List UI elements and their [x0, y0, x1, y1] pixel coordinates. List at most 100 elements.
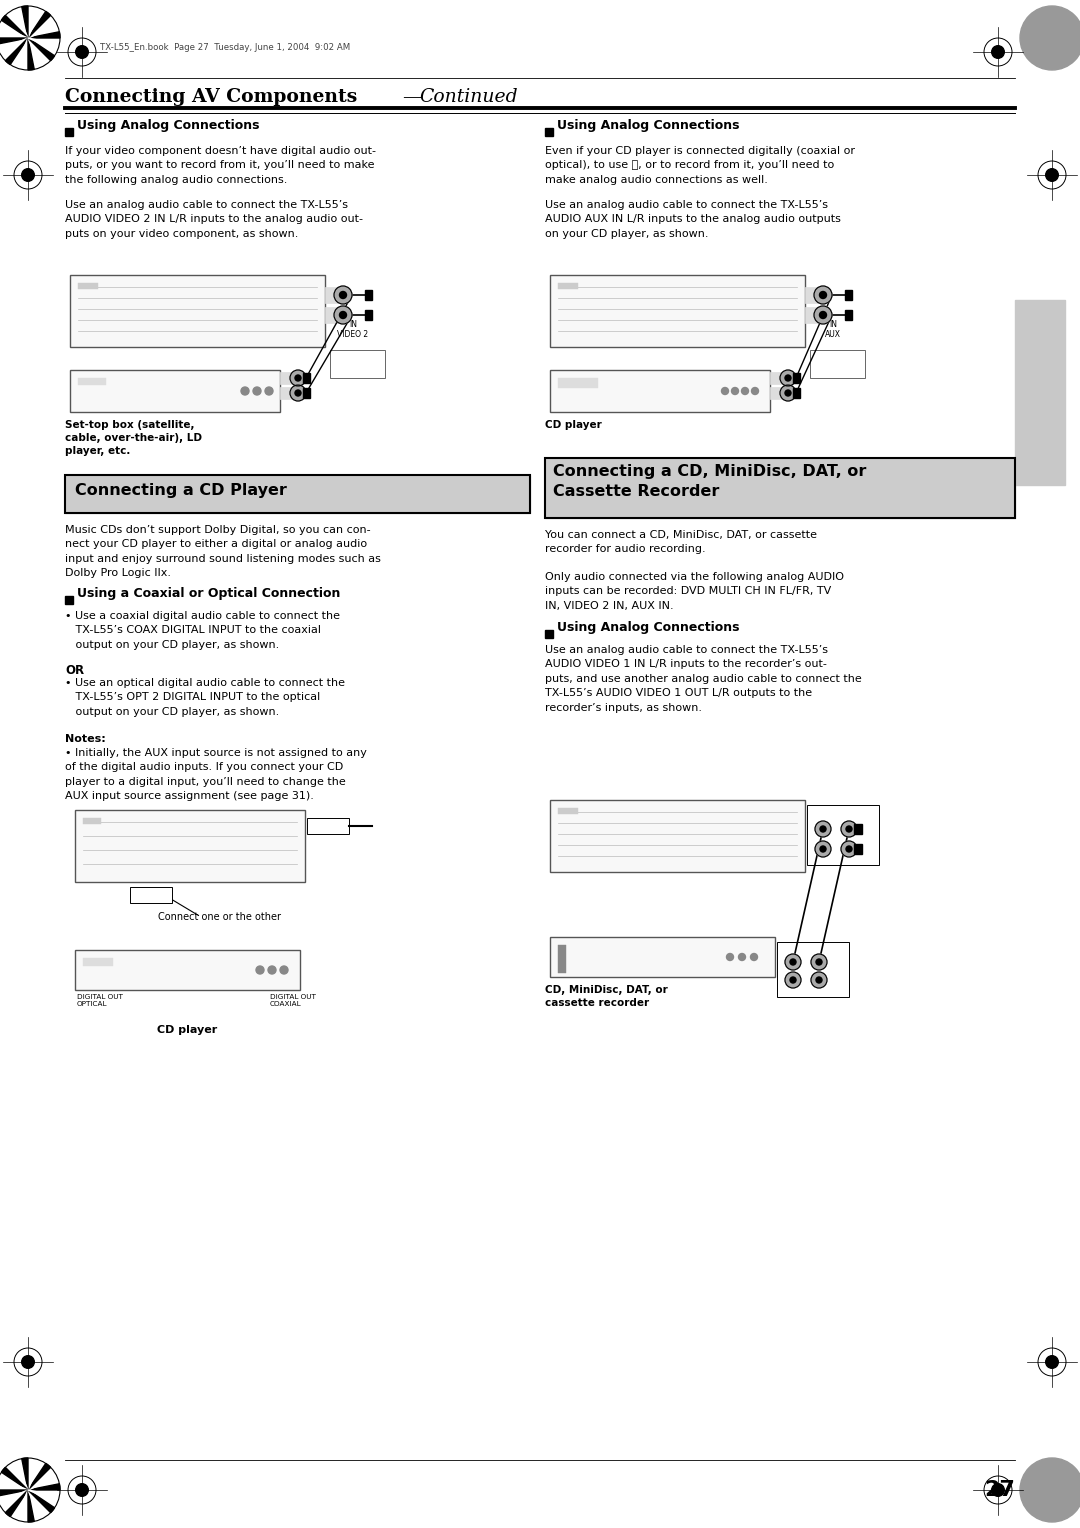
Wedge shape	[0, 1490, 28, 1496]
Circle shape	[820, 292, 826, 298]
Circle shape	[841, 840, 858, 857]
Wedge shape	[10, 9, 28, 38]
Text: Notes:: Notes:	[65, 733, 106, 744]
Bar	[83, 817, 102, 824]
Circle shape	[1045, 168, 1058, 182]
Circle shape	[22, 168, 35, 182]
Text: L: L	[807, 290, 812, 299]
Wedge shape	[28, 1471, 57, 1490]
Bar	[770, 387, 792, 399]
Circle shape	[739, 953, 745, 961]
Wedge shape	[5, 1490, 28, 1517]
Wedge shape	[0, 38, 28, 57]
Text: You can connect a CD, MiniDisc, DAT, or cassette
recorder for audio recording.: You can connect a CD, MiniDisc, DAT, or …	[545, 530, 816, 555]
Text: Music CDs don’t support Dolby Digital, so you can con-
nect your CD player to ei: Music CDs don’t support Dolby Digital, s…	[65, 526, 381, 578]
Bar	[1015, 299, 1065, 484]
Circle shape	[76, 46, 89, 58]
Text: Continued: Continued	[419, 89, 517, 105]
Text: Connect one or the other: Connect one or the other	[159, 912, 282, 921]
Bar	[307, 817, 349, 834]
Circle shape	[820, 312, 826, 318]
Circle shape	[789, 976, 796, 983]
Wedge shape	[16, 38, 28, 69]
Text: Connecting a CD Player: Connecting a CD Player	[75, 483, 287, 498]
Text: Using Analog Connections: Using Analog Connections	[557, 119, 740, 131]
Text: Cassette Recorder: Cassette Recorder	[553, 484, 719, 500]
Bar	[810, 350, 865, 377]
Text: —: —	[402, 89, 421, 105]
Wedge shape	[22, 1458, 28, 1490]
Bar	[807, 805, 879, 865]
Wedge shape	[28, 6, 40, 38]
Wedge shape	[28, 38, 35, 70]
Circle shape	[334, 286, 352, 304]
Wedge shape	[28, 38, 59, 50]
Text: Using a Coaxial or Optical Connection: Using a Coaxial or Optical Connection	[77, 587, 340, 601]
Circle shape	[731, 388, 739, 394]
Circle shape	[291, 385, 306, 400]
Circle shape	[820, 847, 826, 853]
Text: Even if your CD player is connected digitally (coaxial or
optical), to use ⎁, or: Even if your CD player is connected digi…	[545, 147, 855, 185]
Text: Connecting a CD, MiniDisc, DAT, or: Connecting a CD, MiniDisc, DAT, or	[553, 465, 866, 478]
Circle shape	[1020, 6, 1080, 70]
Wedge shape	[10, 1461, 28, 1490]
Text: COAX: COAX	[318, 821, 339, 830]
Text: DIGITAL OUT
COAXIAL: DIGITAL OUT COAXIAL	[270, 995, 315, 1007]
Circle shape	[815, 840, 831, 857]
Circle shape	[295, 374, 301, 380]
Text: OUT   IN
VIDEO 1: OUT IN VIDEO 1	[828, 807, 858, 821]
Wedge shape	[28, 1464, 51, 1490]
Bar	[280, 387, 302, 399]
Text: Only audio connected via the following analog AUDIO
inputs can be recorded: DVD : Only audio connected via the following a…	[545, 571, 843, 611]
Text: CD player: CD player	[545, 420, 602, 429]
Circle shape	[816, 976, 822, 983]
Bar	[325, 287, 347, 303]
Circle shape	[991, 1484, 1004, 1496]
Circle shape	[334, 306, 352, 324]
Bar	[558, 377, 598, 388]
Circle shape	[820, 827, 826, 833]
Bar	[65, 475, 530, 513]
Bar	[805, 307, 827, 322]
Text: OR: OR	[65, 665, 84, 677]
Bar	[550, 801, 805, 872]
Circle shape	[785, 953, 801, 970]
Bar	[558, 283, 578, 289]
Bar	[770, 371, 792, 384]
Text: Using Analog Connections: Using Analog Connections	[557, 620, 740, 634]
Wedge shape	[0, 1490, 28, 1508]
Text: • Use an optical digital audio cable to connect the
   TX-L55’s OPT 2 DIGITAL IN: • Use an optical digital audio cable to …	[65, 678, 345, 717]
Text: R: R	[806, 310, 812, 319]
Wedge shape	[1, 15, 28, 38]
Circle shape	[785, 390, 791, 396]
Text: IN
VIDEO 2: IN VIDEO 2	[337, 319, 368, 339]
Circle shape	[814, 286, 832, 304]
Wedge shape	[28, 20, 57, 38]
Bar	[65, 596, 73, 604]
Circle shape	[811, 953, 827, 970]
Circle shape	[256, 966, 264, 973]
Text: • Initially, the AUX input source is not assigned to any
of the digital audio in: • Initially, the AUX input source is not…	[65, 749, 367, 801]
Circle shape	[811, 972, 827, 989]
Text: TX-L55_En.book  Page 27  Tuesday, June 1, 2004  9:02 AM: TX-L55_En.book Page 27 Tuesday, June 1, …	[100, 43, 350, 52]
Circle shape	[339, 292, 347, 298]
Bar	[83, 958, 113, 966]
Bar	[330, 350, 384, 377]
Wedge shape	[28, 38, 55, 61]
Bar	[78, 377, 106, 385]
Circle shape	[241, 387, 249, 396]
Wedge shape	[28, 1490, 35, 1522]
Text: CD, MiniDisc, DAT, or
cassette recorder: CD, MiniDisc, DAT, or cassette recorder	[545, 986, 667, 1008]
Text: CD player: CD player	[157, 1025, 217, 1034]
Circle shape	[785, 972, 801, 989]
Text: Use an analog audio cable to connect the TX-L55’s
AUDIO VIDEO 2 IN L/R inputs to: Use an analog audio cable to connect the…	[65, 200, 363, 238]
Bar	[545, 128, 553, 136]
Circle shape	[752, 388, 758, 394]
Wedge shape	[0, 38, 28, 44]
Wedge shape	[28, 1490, 59, 1502]
Wedge shape	[5, 38, 28, 64]
Circle shape	[751, 953, 757, 961]
Circle shape	[721, 388, 729, 394]
Text: Set-top box (satellite,
cable, over-the-air), LD
player, etc.: Set-top box (satellite, cable, over-the-…	[65, 420, 202, 457]
Text: AUDIO
OUTPUT: AUDIO OUTPUT	[342, 354, 372, 368]
